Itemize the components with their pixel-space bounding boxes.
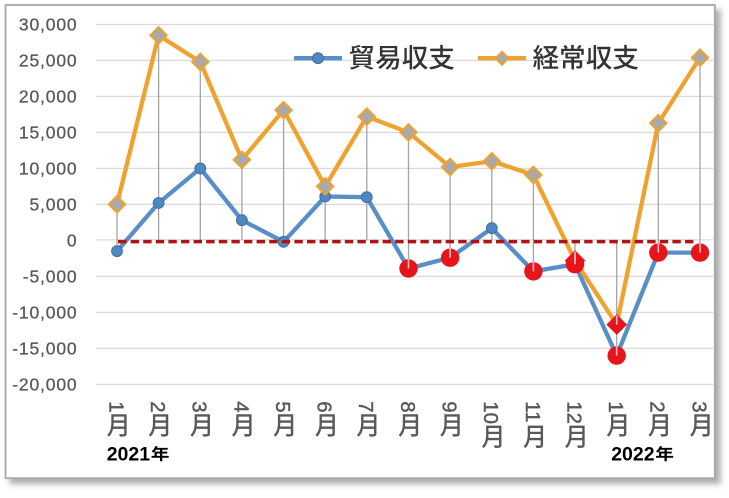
svg-text:15,000: 15,000 — [19, 123, 78, 143]
svg-text:12: 12 — [562, 401, 584, 424]
svg-text:30,000: 30,000 — [19, 15, 78, 35]
svg-text:1: 1 — [604, 401, 626, 412]
svg-text:1: 1 — [104, 401, 126, 412]
svg-text:3: 3 — [188, 401, 210, 412]
svg-text:0: 0 — [67, 231, 78, 251]
svg-text:7: 7 — [354, 401, 376, 412]
svg-text:9: 9 — [438, 401, 460, 412]
svg-text:5,000: 5,000 — [29, 195, 77, 215]
svg-text:3: 3 — [687, 401, 709, 412]
svg-text:8: 8 — [396, 401, 418, 412]
svg-text:-10,000: -10,000 — [12, 303, 77, 323]
svg-text:10,000: 10,000 — [19, 159, 78, 179]
svg-text:-5,000: -5,000 — [23, 267, 78, 287]
svg-text:-20,000: -20,000 — [12, 375, 77, 395]
svg-text:2021: 2021 — [107, 444, 151, 466]
svg-text:10: 10 — [479, 401, 501, 424]
svg-text:2022: 2022 — [611, 444, 655, 466]
svg-text:6: 6 — [313, 401, 335, 412]
svg-text:2: 2 — [146, 401, 168, 412]
svg-text:5: 5 — [271, 401, 293, 412]
svg-text:2: 2 — [646, 401, 668, 412]
svg-text:4: 4 — [229, 401, 251, 412]
svg-text:25,000: 25,000 — [19, 51, 78, 71]
svg-text:-15,000: -15,000 — [12, 339, 77, 359]
svg-text:11: 11 — [521, 401, 543, 422]
svg-text:20,000: 20,000 — [19, 87, 78, 107]
